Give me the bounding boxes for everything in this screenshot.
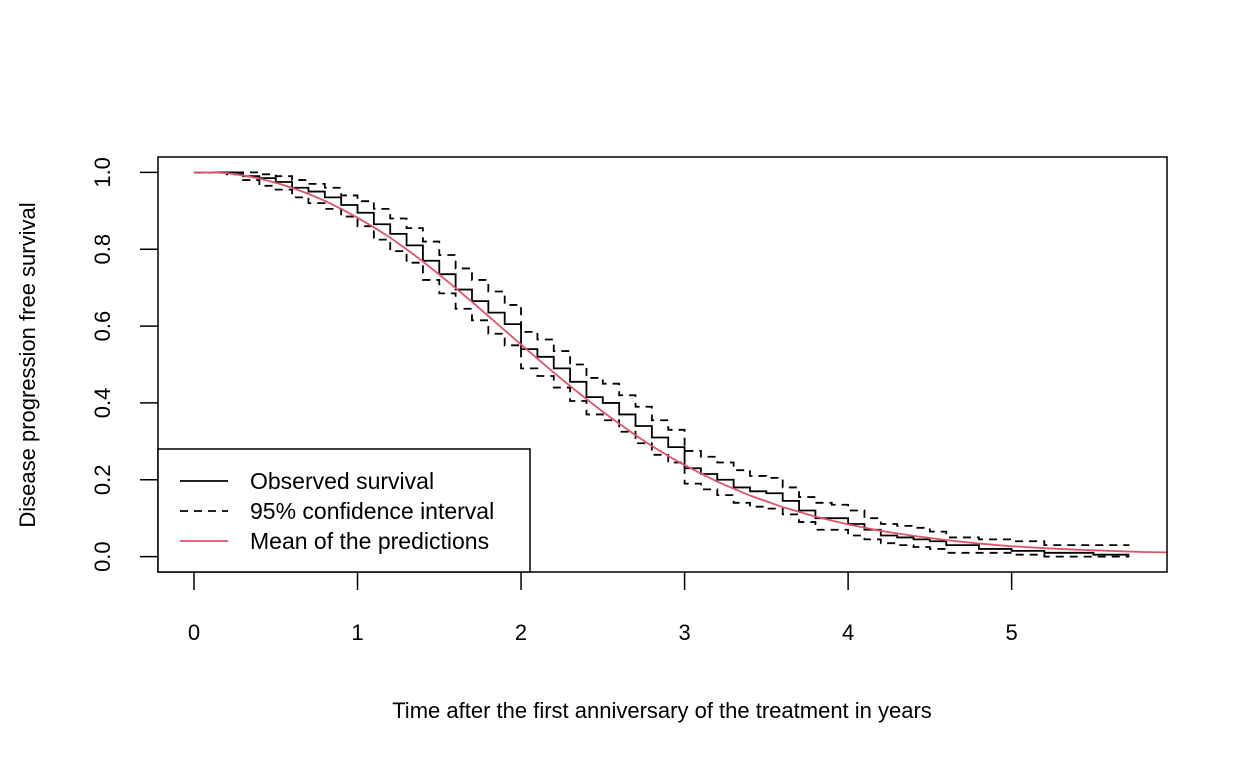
plot-frame (157, 156, 1168, 573)
x-tick-label-3: 3 (678, 620, 690, 645)
y-tick-label-0: 0.0 (90, 541, 115, 572)
y-tick-label-5: 1.0 (90, 157, 115, 188)
x-tick-label-1: 1 (351, 620, 363, 645)
x-tick-label-0: 0 (188, 620, 200, 645)
y-axis: 0.0 0.2 0.4 0.6 0.8 1.0 (90, 157, 158, 572)
y-tick-label-3: 0.6 (90, 311, 115, 342)
y-tick-label-4: 0.8 (90, 234, 115, 265)
x-axis-label: Time after the first anniversary of the … (392, 698, 932, 723)
y-axis-label: Disease progression free survival (15, 202, 40, 527)
series-layer (193, 171, 1167, 558)
series-line-1 (193, 171, 1130, 546)
legend-label-mean: Mean of the predictions (250, 528, 489, 554)
x-tick-label-2: 2 (515, 620, 527, 645)
legend: Observed survival 95% confidence interva… (157, 448, 531, 573)
series-line-3 (193, 171, 1167, 554)
y-tick-label-2: 0.4 (90, 388, 115, 419)
x-axis: 0 1 2 3 4 5 (188, 572, 1018, 645)
legend-label-ci: 95% confidence interval (250, 498, 494, 524)
legend-label-observed: Observed survival (250, 468, 434, 494)
series-line-2 (193, 171, 1130, 558)
series-line-0 (193, 171, 1130, 556)
y-tick-label-1: 0.2 (90, 464, 115, 495)
x-tick-label-5: 5 (1006, 620, 1018, 645)
x-tick-label-4: 4 (842, 620, 854, 645)
legend-box (157, 448, 531, 573)
